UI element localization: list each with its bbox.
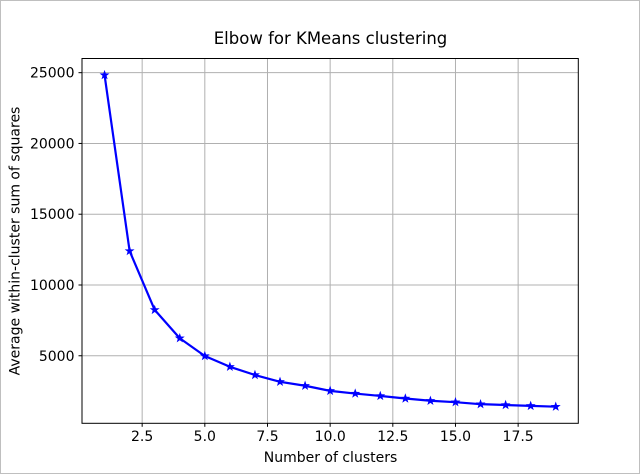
plot-border <box>81 58 579 424</box>
data-point-star-marker <box>174 333 185 343</box>
y-tick-label: 25000 <box>30 66 75 82</box>
data-point-star-marker <box>250 369 260 380</box>
data-point-star-marker <box>300 380 311 390</box>
data-point-star-marker <box>275 376 285 387</box>
x-tick-label: 17.5 <box>503 429 534 445</box>
data-point-star-marker <box>124 245 135 256</box>
data-point-star-marker <box>450 396 461 407</box>
data-point-star-marker <box>325 385 336 396</box>
data-point-star-marker <box>224 361 235 371</box>
data-point-star-marker <box>199 350 210 361</box>
data-point-star-marker <box>375 390 386 401</box>
data-point-star-marker <box>149 304 160 315</box>
x-axis-label: Number of clusters <box>263 450 398 466</box>
data-point-star-marker <box>550 401 561 411</box>
x-tick-label: 10.0 <box>315 429 346 445</box>
data-point-star-marker <box>99 69 110 80</box>
y-tick-label: 20000 <box>30 136 75 152</box>
x-tick-label: 15.0 <box>440 429 471 445</box>
y-tick-label: 15000 <box>30 207 75 223</box>
x-tick-label: 2.5 <box>131 429 153 445</box>
data-point-star-marker <box>425 395 436 405</box>
x-tick-label: 5.0 <box>194 429 216 445</box>
chart-title: Elbow for KMeans clustering <box>213 29 448 48</box>
y-tick-label: 10000 <box>30 278 75 294</box>
data-point-star-marker <box>525 400 536 411</box>
data-point-star-marker <box>400 393 411 403</box>
x-tick-label: 12.5 <box>377 429 408 445</box>
data-point-star-marker <box>350 388 361 398</box>
y-tick-label: 5000 <box>39 349 75 365</box>
data-point-star-marker <box>500 399 511 410</box>
y-axis-label: Average within-cluster sum of squares <box>7 106 24 376</box>
x-tick-label: 7.5 <box>256 429 278 445</box>
data-point-star-marker <box>475 398 486 409</box>
